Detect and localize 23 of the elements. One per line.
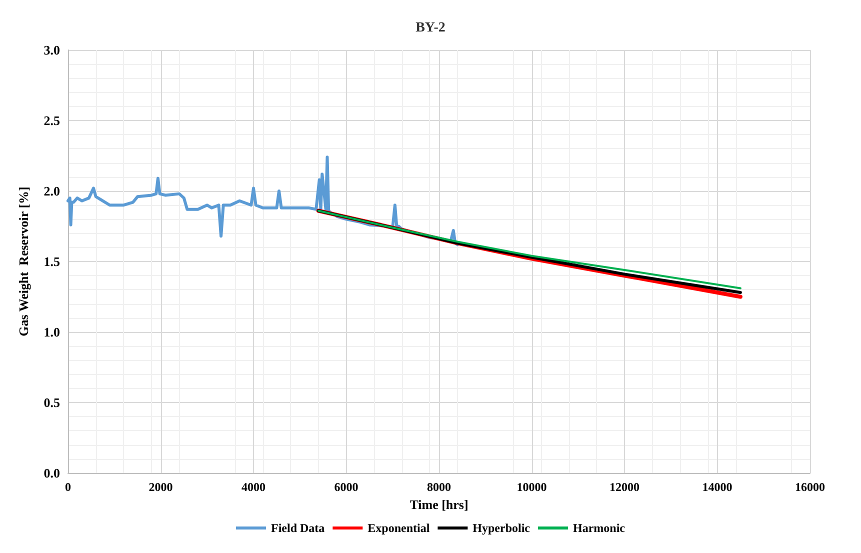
legend-label: Exponential (368, 521, 430, 535)
y-tick-label: 3.0 (44, 42, 60, 58)
x-tick-label: 4000 (242, 480, 266, 494)
y-tick-label: 0.0 (44, 466, 60, 480)
x-tick-label: 10000 (516, 480, 547, 494)
y-tick-label: 1.0 (44, 324, 60, 340)
y-tick-label: 1.5 (44, 254, 60, 269)
y-tick-label: 2.5 (44, 113, 60, 128)
chart-title: BY-2 (416, 20, 446, 36)
x-tick-label: 6000 (334, 480, 358, 494)
y-tick-label: 0.5 (44, 395, 60, 410)
legend-label: Field Data (271, 521, 325, 535)
x-tick-label: 0 (65, 480, 71, 494)
legend-label: Hyperbolic (472, 521, 531, 535)
x-tick-label: 16000 (795, 480, 825, 494)
x-tick-label: 2000 (148, 480, 173, 494)
x-tick-label: 12000 (610, 480, 640, 494)
x-tick-label: 14000 (702, 480, 732, 494)
legend-label: Harmonic (573, 521, 626, 535)
y-axis-title: Gas Weight Reservoir [%] (16, 186, 31, 336)
y-tick-label: 2.0 (44, 184, 60, 198)
x-tick-label: 8000 (427, 480, 451, 494)
x-axis-title: Time [hrs] (410, 496, 468, 512)
